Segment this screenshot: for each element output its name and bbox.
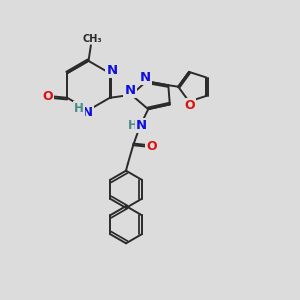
Text: N: N [136, 119, 147, 132]
Text: N: N [139, 70, 151, 84]
Text: N: N [81, 106, 93, 119]
Text: H: H [128, 119, 137, 132]
Text: O: O [184, 99, 195, 112]
Text: O: O [146, 140, 157, 153]
Text: O: O [42, 90, 53, 103]
Text: CH₃: CH₃ [82, 34, 102, 44]
Text: N: N [106, 64, 118, 77]
Text: H: H [74, 102, 84, 115]
Text: N: N [124, 84, 136, 97]
